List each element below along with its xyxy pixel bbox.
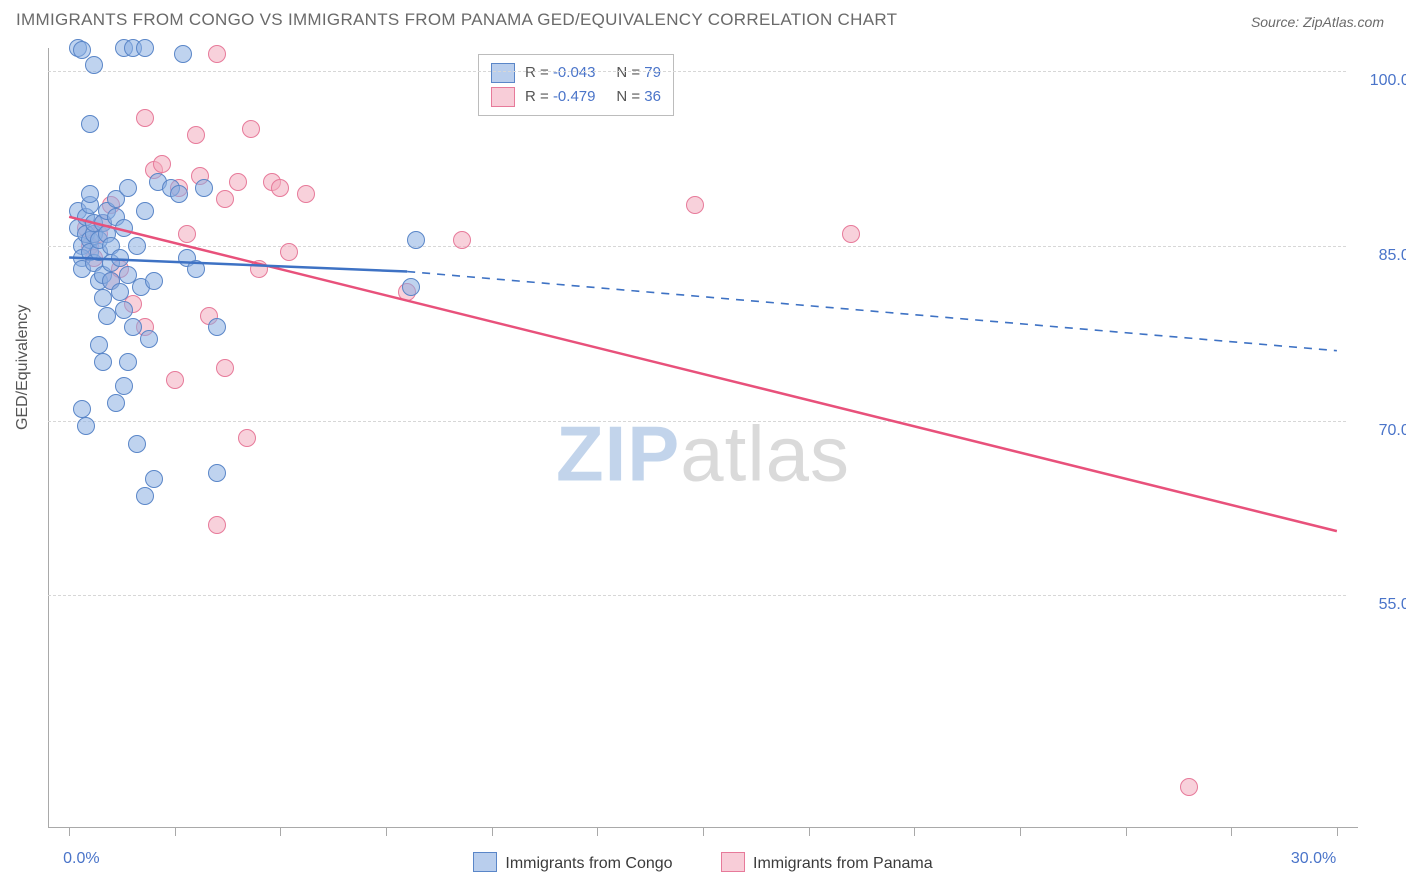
x-tick [1337, 828, 1338, 836]
source-credit: Source: ZipAtlas.com [1251, 14, 1384, 30]
x-tick [703, 828, 704, 836]
regression-lines [48, 48, 1358, 828]
chart-stage: IMMIGRANTS FROM CONGO VS IMMIGRANTS FROM… [0, 0, 1406, 892]
x-tick [280, 828, 281, 836]
legend-swatch-blue [473, 852, 497, 872]
x-tick [597, 828, 598, 836]
plot-area: ZIPatlas R = -0.043 N = 79 R = -0.479 N … [48, 48, 1358, 828]
x-tick [809, 828, 810, 836]
legend-swatch-pink [721, 852, 745, 872]
x-tick [175, 828, 176, 836]
x-tick [1231, 828, 1232, 836]
y-tick-label: 85.0% [1379, 247, 1406, 265]
bottom-legend: Immigrants from Congo Immigrants from Pa… [0, 854, 1406, 874]
x-tick [386, 828, 387, 836]
x-tick [1020, 828, 1021, 836]
x-tick [914, 828, 915, 836]
chart-title: IMMIGRANTS FROM CONGO VS IMMIGRANTS FROM… [16, 10, 897, 30]
x-tick [69, 828, 70, 836]
y-tick-label: 70.0% [1379, 422, 1406, 440]
y-axis-title: GED/Equivalency [14, 305, 32, 430]
legend-item: Immigrants from Congo [473, 855, 677, 872]
x-tick [492, 828, 493, 836]
legend-item: Immigrants from Panama [721, 855, 933, 872]
y-tick-label: 55.0% [1379, 596, 1406, 614]
x-tick [1126, 828, 1127, 836]
y-tick-label: 100.0% [1370, 72, 1406, 90]
